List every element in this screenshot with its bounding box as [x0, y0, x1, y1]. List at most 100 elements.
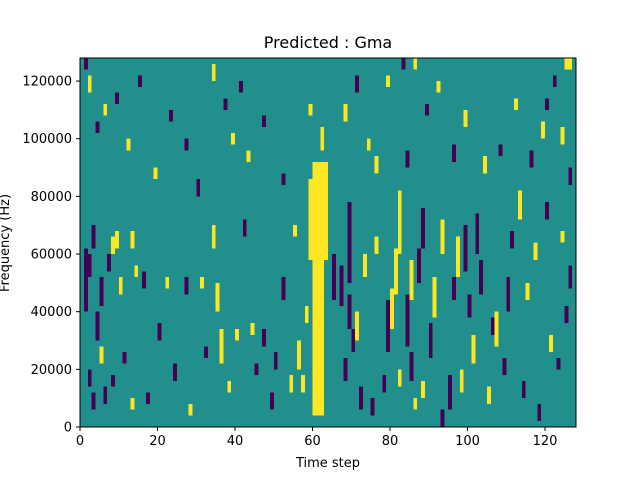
heatmap-cell — [188, 403, 193, 416]
heatmap-cell — [432, 277, 437, 318]
x-tick-label: 60 — [304, 434, 321, 449]
heatmap-cell — [304, 305, 309, 324]
heatmap-cell — [409, 259, 414, 301]
heatmap-cell — [483, 156, 487, 174]
x-tick-label: 100 — [455, 434, 480, 449]
heatmap-cell — [95, 121, 100, 133]
heatmap-cell — [424, 104, 429, 116]
heatmap-cell — [250, 323, 255, 335]
heatmap-cell — [138, 75, 143, 87]
heatmap-cell — [111, 375, 115, 387]
heatmap-cell — [405, 294, 410, 347]
heatmap-cell — [421, 380, 425, 399]
heatmap-cell — [312, 259, 325, 416]
heatmap-cell — [99, 346, 104, 364]
heatmap-cell — [347, 294, 352, 329]
y-tick-label: 40000 — [31, 305, 72, 320]
heatmap-cell — [390, 288, 394, 329]
heatmap-cell — [289, 375, 294, 393]
heatmap-cell — [463, 109, 468, 128]
heatmap-cell — [409, 352, 414, 381]
x-tick-label: 120 — [533, 434, 558, 449]
heatmap-cell — [83, 248, 88, 312]
heatmap-cell — [297, 340, 301, 370]
heatmap-cell — [393, 248, 398, 295]
heatmap-cell — [246, 150, 251, 162]
heatmap-cell — [455, 236, 460, 278]
heatmap-cell — [223, 98, 228, 110]
heatmap-cell — [343, 357, 348, 381]
heatmap-cell — [560, 127, 565, 145]
heatmap-cell — [463, 225, 468, 272]
heatmap-cell — [196, 179, 201, 197]
heatmap-cell — [231, 132, 236, 145]
x-tick-label: 80 — [382, 434, 399, 449]
heatmap-cell — [552, 75, 557, 87]
heatmap-cell — [153, 167, 158, 180]
heatmap-cell — [293, 225, 298, 237]
heatmap-cell — [145, 392, 150, 404]
heatmap-cell — [200, 277, 205, 289]
heatmap-cell — [448, 375, 453, 410]
heatmap-cell — [130, 398, 135, 410]
heatmap-cell — [537, 403, 542, 422]
heatmap-cell — [204, 346, 208, 358]
heatmap-cell — [157, 323, 162, 341]
heatmap-cell — [413, 58, 418, 70]
heatmap-cell — [568, 167, 573, 185]
heatmap-cell — [184, 277, 189, 295]
heatmap-cell — [87, 75, 92, 93]
heatmap-cell — [502, 357, 507, 376]
y-tick-label: 60000 — [31, 248, 72, 263]
heatmap-cell — [506, 277, 511, 312]
heatmap-cell — [386, 300, 391, 353]
heatmap-cell — [525, 282, 530, 301]
heatmap-cell — [211, 63, 216, 82]
heatmap-cell — [417, 248, 422, 283]
heatmap-cell — [126, 138, 131, 151]
heatmap-cell — [479, 259, 484, 295]
heatmap-cell — [374, 236, 379, 255]
heatmap-cell — [114, 230, 119, 249]
heatmap-cell — [413, 398, 418, 410]
heatmap-cell — [452, 144, 456, 162]
heatmap-cells — [80, 58, 576, 427]
heatmap-cell — [436, 81, 441, 93]
heatmap-cell — [510, 230, 515, 249]
heatmap-cell — [165, 277, 170, 289]
heatmap-cell — [359, 386, 363, 410]
heatmap-cell — [254, 363, 259, 376]
heatmap-cell — [107, 254, 112, 272]
heatmap-cell — [262, 115, 267, 128]
heatmap-cell — [269, 392, 274, 410]
heatmap-cell — [564, 58, 573, 70]
heatmap-cell — [459, 369, 464, 393]
heatmap-cell — [397, 190, 402, 255]
heatmap-cell — [142, 271, 146, 289]
heatmap-cell — [95, 311, 100, 341]
heatmap-cell — [184, 138, 189, 151]
heatmap-cell — [545, 98, 549, 110]
x-axis: 0 20 40 60 80 100 120 — [76, 427, 558, 449]
heatmap-cell — [103, 104, 108, 116]
heatmap-cell — [211, 225, 216, 249]
heatmap-cell — [475, 213, 480, 255]
heatmap-cell — [533, 242, 538, 260]
x-tick-label: 20 — [149, 434, 166, 449]
heatmap-cell — [320, 127, 325, 151]
heatmap-cell — [374, 156, 379, 174]
heatmap-cell — [548, 334, 553, 353]
heatmap-cell — [91, 392, 96, 410]
heatmap-cell — [281, 277, 286, 301]
heatmap-cell — [397, 369, 402, 387]
y-axis-label: Frequency (Hz) — [0, 194, 13, 292]
heatmap-cell — [517, 190, 522, 220]
heatmap-cell — [87, 254, 92, 278]
heatmap-cell — [262, 328, 267, 347]
heatmap-cell — [134, 265, 139, 278]
y-tick-label: 20000 — [31, 363, 72, 378]
heatmap-cell — [386, 75, 391, 87]
y-tick-label: 120000 — [22, 75, 72, 90]
heatmap-cell — [300, 375, 305, 393]
heatmap-cell — [103, 386, 108, 404]
